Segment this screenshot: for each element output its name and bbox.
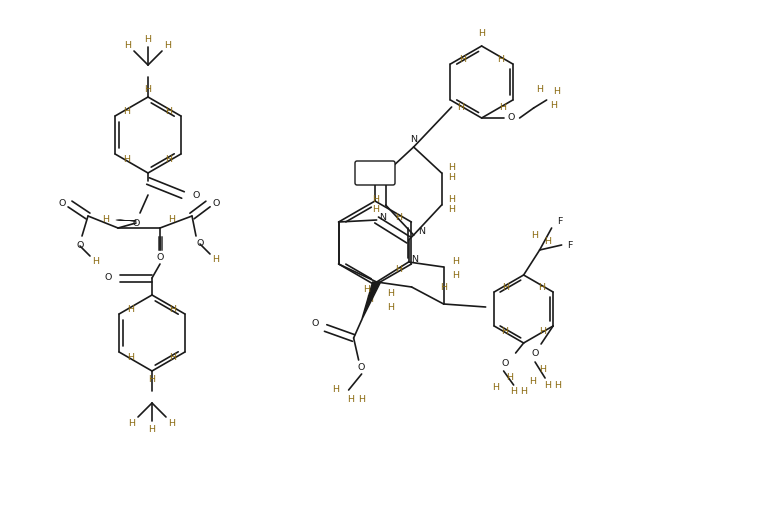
Text: H: H (492, 383, 499, 392)
Text: H: H (127, 352, 134, 362)
Text: H: H (169, 352, 177, 362)
Text: H: H (372, 195, 379, 205)
Text: H: H (550, 101, 557, 110)
Text: O: O (531, 350, 539, 359)
Text: H: H (372, 205, 379, 215)
Text: O: O (156, 254, 164, 262)
Text: F: F (557, 217, 562, 226)
Text: N: N (418, 226, 425, 236)
Text: H: H (448, 195, 455, 205)
Text: H: H (363, 286, 370, 295)
Text: H: H (169, 304, 177, 313)
FancyBboxPatch shape (355, 161, 395, 185)
Text: O: O (358, 363, 365, 373)
Text: H: H (531, 230, 538, 239)
Text: H: H (372, 173, 379, 183)
Text: H: H (358, 395, 365, 404)
Text: H: H (510, 386, 517, 395)
Text: H: H (452, 270, 459, 279)
Text: H: H (164, 40, 171, 49)
Text: Abs: Abs (366, 169, 384, 177)
Text: H: H (127, 304, 134, 313)
Text: H: H (372, 163, 379, 173)
Text: H: H (168, 418, 175, 427)
Text: O: O (76, 242, 83, 250)
Text: H: H (530, 376, 537, 385)
Text: H: H (93, 257, 100, 266)
Text: H: H (347, 395, 354, 404)
Text: H: H (459, 55, 466, 64)
Text: O: O (502, 359, 510, 368)
Text: H: H (499, 103, 506, 112)
Text: H: H (394, 265, 402, 274)
Text: H: H (554, 382, 561, 391)
Text: H: H (520, 386, 527, 395)
Text: H: H (144, 35, 151, 44)
Text: O: O (132, 218, 140, 227)
Text: O: O (212, 200, 220, 208)
Text: O: O (508, 113, 516, 122)
Text: H: H (544, 237, 551, 247)
Text: H: H (457, 103, 464, 112)
Text: H: H (540, 328, 547, 337)
Text: H: H (128, 418, 136, 427)
Text: H: H (124, 107, 130, 116)
Text: H: H (506, 373, 513, 382)
Text: H: H (124, 40, 131, 49)
Text: H: H (539, 282, 546, 291)
Text: H: H (367, 295, 374, 303)
Polygon shape (361, 282, 381, 320)
Text: H: H (148, 425, 155, 434)
Text: O: O (192, 191, 200, 200)
Text: H: H (502, 282, 509, 291)
Text: H: H (165, 154, 172, 163)
Text: H: H (394, 213, 402, 222)
Text: N: N (379, 214, 386, 223)
Text: H: H (497, 55, 504, 64)
Text: H: H (387, 303, 394, 312)
Text: H: H (501, 328, 508, 337)
Text: H: H (478, 29, 485, 38)
Text: O: O (59, 200, 66, 208)
Text: H: H (540, 365, 547, 374)
Text: H: H (212, 256, 219, 265)
Text: H: H (536, 86, 543, 94)
Text: H: H (448, 205, 455, 215)
Text: H: H (168, 215, 175, 225)
Text: H: H (144, 85, 151, 93)
Text: H: H (553, 88, 560, 97)
Text: H: H (332, 385, 339, 394)
Text: H: H (387, 289, 394, 299)
Text: H: H (440, 282, 447, 291)
Text: H: H (448, 163, 455, 173)
Text: H: H (165, 107, 172, 116)
Text: H: H (544, 382, 551, 391)
Text: H: H (452, 257, 459, 267)
Text: F: F (567, 240, 572, 249)
Text: O: O (312, 320, 320, 329)
Text: H: H (448, 173, 455, 183)
Text: H: H (148, 374, 155, 383)
Text: H: H (103, 215, 110, 225)
Text: N: N (411, 256, 418, 265)
Text: H: H (124, 154, 130, 163)
Text: O: O (104, 274, 112, 282)
Text: O: O (196, 239, 204, 248)
Text: N: N (410, 134, 417, 143)
